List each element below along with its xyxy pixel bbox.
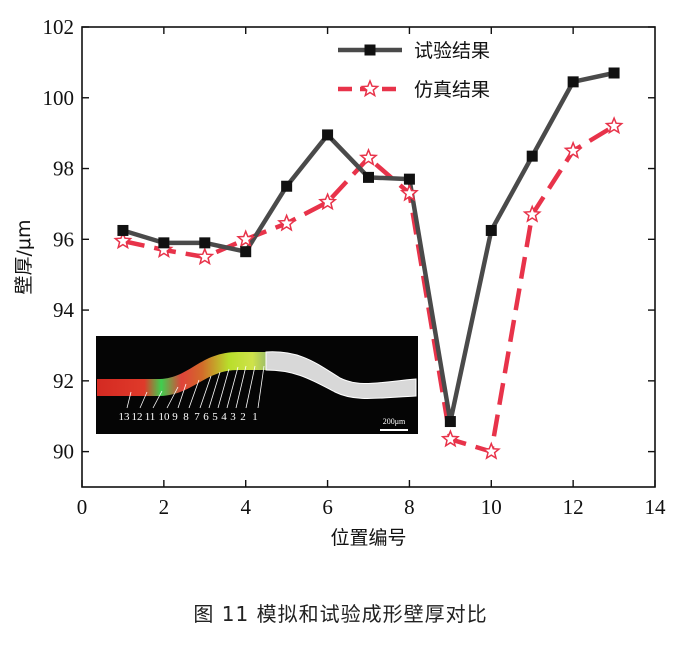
experiment-square-marker — [444, 416, 456, 428]
legend-marker-star — [360, 78, 380, 98]
inset-position-label: 6 — [203, 411, 209, 423]
inset-pointer-line — [139, 391, 148, 409]
legend-marker-square — [364, 44, 376, 56]
x-tick-label: 2 — [159, 495, 170, 519]
inset-pointer-line — [245, 365, 256, 409]
experiment-square-marker — [403, 173, 415, 185]
y-tick-label: 100 — [43, 86, 75, 110]
inset-position-label: 11 — [145, 411, 156, 423]
inset-position-label: 2 — [240, 411, 246, 423]
y-tick-label: 98 — [53, 157, 74, 181]
x-tick-label: 10 — [481, 495, 502, 519]
experiment-square-marker — [485, 224, 497, 236]
experiment-square-marker — [363, 171, 374, 183]
chart: 13 12 11 10 9 8 7 6 5 4 3 2 1 200μm 0 2 4 6 8 10 12 14909294… — [13, 15, 667, 549]
inset-pointer-line — [188, 379, 200, 409]
simulation-star-marker — [318, 192, 338, 211]
inset-position-label: 5 — [212, 411, 218, 423]
inset-pointer-line — [152, 390, 163, 409]
legend: 试验结果 仿真结果 — [338, 40, 490, 101]
plot-frame — [81, 26, 656, 488]
x-tick-label: 8 — [404, 495, 415, 519]
inset-image: 13 12 11 10 9 8 7 6 5 4 3 2 1 200μm — [96, 336, 418, 434]
simulation-star-marker — [154, 239, 174, 259]
axes-frame — [81, 26, 656, 488]
inset-position-label: 9 — [172, 411, 178, 423]
inset-pointer-line — [126, 391, 132, 409]
y-tick-label: 92 — [53, 369, 74, 393]
inset-position-label: 12 — [132, 411, 143, 423]
inset-pointer-line — [226, 366, 239, 409]
inset-position-label: 1 — [252, 411, 258, 423]
y-tick-label: 90 — [53, 440, 74, 464]
simulation-star-marker — [522, 204, 542, 223]
inset-position-label: 10 — [159, 411, 171, 423]
experiment-square-marker — [199, 237, 211, 249]
x-tick-label: 14 — [645, 495, 667, 519]
inset-pointer-line — [166, 386, 179, 409]
inset-pointer-line — [208, 371, 221, 409]
figure-caption: 图 11 模拟和试验成形壁厚对比 — [193, 602, 488, 626]
experiment-square-marker — [240, 246, 252, 258]
series-layer — [113, 67, 624, 460]
experiment-square-marker — [117, 224, 129, 236]
x-axis-title: 位置编号 — [330, 527, 406, 549]
simulation-star-marker — [481, 441, 501, 460]
experiment-square-marker — [322, 129, 334, 141]
inset-pointer-line — [199, 375, 212, 409]
simulation-star-marker — [236, 229, 256, 248]
legend-label-series-2: 仿真结果 — [414, 79, 490, 101]
inset-position-label: 13 — [119, 411, 131, 423]
simulation-star-marker — [358, 147, 379, 167]
simulation-star-marker — [440, 429, 460, 448]
inset-position-label: 8 — [183, 411, 189, 423]
experiment-square-marker — [567, 76, 579, 88]
legend-label-series-1: 试验结果 — [414, 40, 490, 62]
y-tick-label: 102 — [43, 15, 75, 39]
inset-pointer-line — [257, 365, 265, 409]
simulation-star-marker — [277, 213, 297, 232]
inset-pointer-line — [217, 368, 230, 409]
simulation-star-marker — [399, 183, 419, 202]
simulation-star-marker — [195, 246, 215, 266]
inset-tube-wall — [265, 351, 417, 399]
x-tick-label: 4 — [240, 495, 251, 519]
y-tick-label: 94 — [53, 298, 75, 322]
inset-pointer-line — [177, 383, 187, 409]
experiment-square-marker — [526, 150, 538, 162]
inset-formed-region — [97, 352, 266, 396]
inset-position-label: 4 — [221, 411, 227, 423]
x-tick-label: 0 — [77, 495, 88, 519]
y-tick-label: 96 — [53, 227, 74, 251]
experiment-square-marker — [608, 67, 620, 79]
x-tick-label: 12 — [563, 495, 584, 519]
x-tick-label: 6 — [322, 495, 333, 519]
inset-position-label: 7 — [194, 411, 200, 423]
experiment-square-marker — [158, 237, 170, 249]
inset-position-label: 3 — [230, 411, 236, 423]
experiment-square-marker — [281, 180, 293, 192]
simulation-star-marker — [113, 231, 133, 250]
simulation-star-marker — [563, 140, 583, 159]
inset-pointer-line — [235, 365, 247, 409]
y-axis-title: 壁厚/μm — [13, 220, 35, 295]
inset-scale-label: 200μm — [383, 417, 406, 426]
simulation-star-marker — [604, 116, 624, 135]
